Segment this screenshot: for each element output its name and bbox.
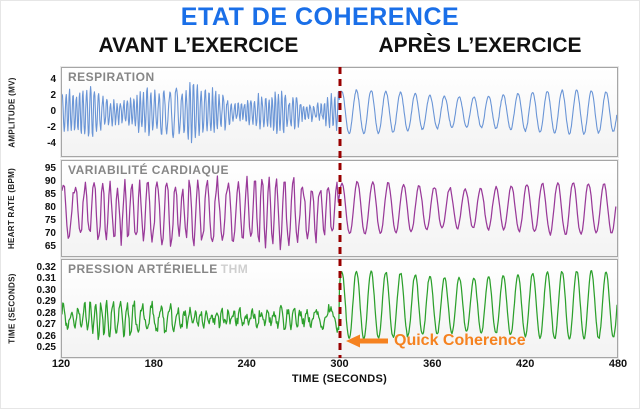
x-axis-label: TIME (SECONDS) <box>291 373 388 385</box>
x-axis-ticks: 120 180 240 300 360 420 480 <box>52 358 627 372</box>
y-tick-label: 0 <box>50 105 56 117</box>
y-tick-label: 0.30 <box>36 284 56 296</box>
respiration-chart-panel: AMPLITUDE (MV) 4 2 0 -2 -4 RESPIRATION <box>1 67 639 157</box>
respiration-y-axis-label-text: AMPLITUDE (MV) <box>7 76 17 148</box>
y-tick-label: 0.25 <box>36 341 56 353</box>
heart-rate-waveform <box>62 175 617 251</box>
y-tick-label: 80 <box>44 202 56 213</box>
y-tick-label: 75 <box>44 214 56 226</box>
blood-pressure-y-axis-label-text: TIME (SECONDS) <box>7 273 17 344</box>
header-before-exercise: AVANT L’EXERCICE <box>98 34 299 57</box>
y-tick-label: 4 <box>50 73 56 85</box>
respiration-waveform <box>62 81 617 144</box>
y-tick-label: 70 <box>44 227 56 239</box>
heart-rate-title: VARIABILITÉ CARDIAQUE <box>68 163 232 177</box>
x-tick-label: 300 <box>330 358 349 370</box>
x-tick-label: 120 <box>51 358 71 370</box>
y-tick-label: 90 <box>44 176 56 188</box>
y-tick-label: 2 <box>50 89 56 101</box>
left-arrow-icon <box>346 334 388 348</box>
y-tick-label: 0.28 <box>36 307 56 319</box>
heart-rate-y-axis-label-text: HEART RATE (BPM) <box>7 167 17 250</box>
y-tick-label: 65 <box>44 240 56 252</box>
heart-rate-y-ticks: 95 90 85 80 75 70 65 <box>21 160 59 257</box>
y-tick-label: 85 <box>44 189 56 201</box>
blood-pressure-y-axis-label: TIME (SECONDS) <box>1 259 23 358</box>
blood-pressure-chart-panel: TIME (SECONDS) 0.32 0.31 0.30 0.29 0.28 0.27 0… <box>1 259 639 358</box>
heart-rate-chart-panel: HEART RATE (BPM) 95 90 85 80 75 70 65 VARIABIL… <box>1 160 639 257</box>
exercise-divider-line <box>338 67 341 358</box>
respiration-title: RESPIRATION <box>68 70 158 84</box>
quick-coherence-label: Quick Coherence <box>394 332 526 349</box>
heart-rate-title-text: VARIABILITÉ CARDIAQUE <box>68 163 229 177</box>
y-tick-label: 0.26 <box>36 330 56 342</box>
blood-pressure-y-ticks: 0.32 0.31 0.30 0.29 0.28 0.27 0.26 0.25 <box>21 259 59 358</box>
respiration-title-text: RESPIRATION <box>68 70 155 84</box>
blood-pressure-title-suffix: THM <box>220 262 249 276</box>
y-tick-label: 0.29 <box>36 296 56 308</box>
quick-coherence-annotation: Quick Coherence <box>346 332 526 350</box>
respiration-waveform-canvas <box>62 81 617 144</box>
x-tick-label: 480 <box>608 358 628 370</box>
x-tick-label: 360 <box>423 358 442 370</box>
y-tick-label: 95 <box>44 163 56 175</box>
y-tick-label: 0.31 <box>36 273 56 285</box>
blood-pressure-title: PRESSION ARTÉRIELLE THM <box>68 262 248 276</box>
y-tick-label: 0.27 <box>36 319 56 331</box>
header-after-exercise: APRÈS L’EXERCICE <box>378 34 582 57</box>
page-title: ETAT DE COHERENCE <box>180 3 460 31</box>
y-tick-label: -2 <box>47 121 56 133</box>
y-tick-label: 0.32 <box>36 262 56 274</box>
respiration-y-ticks: 4 2 0 -2 -4 <box>21 67 59 157</box>
x-tick-label: 180 <box>144 358 164 370</box>
y-tick-label: -4 <box>47 137 56 149</box>
x-tick-label: 420 <box>515 358 535 370</box>
blood-pressure-title-text: PRESSION ARTÉRIELLE <box>68 262 218 276</box>
heart-rate-y-axis-label: HEART RATE (BPM) <box>1 160 23 257</box>
x-tick-label: 240 <box>237 358 256 370</box>
heart-rate-waveform-canvas <box>62 175 617 251</box>
respiration-y-axis-label: AMPLITUDE (MV) <box>1 67 23 157</box>
